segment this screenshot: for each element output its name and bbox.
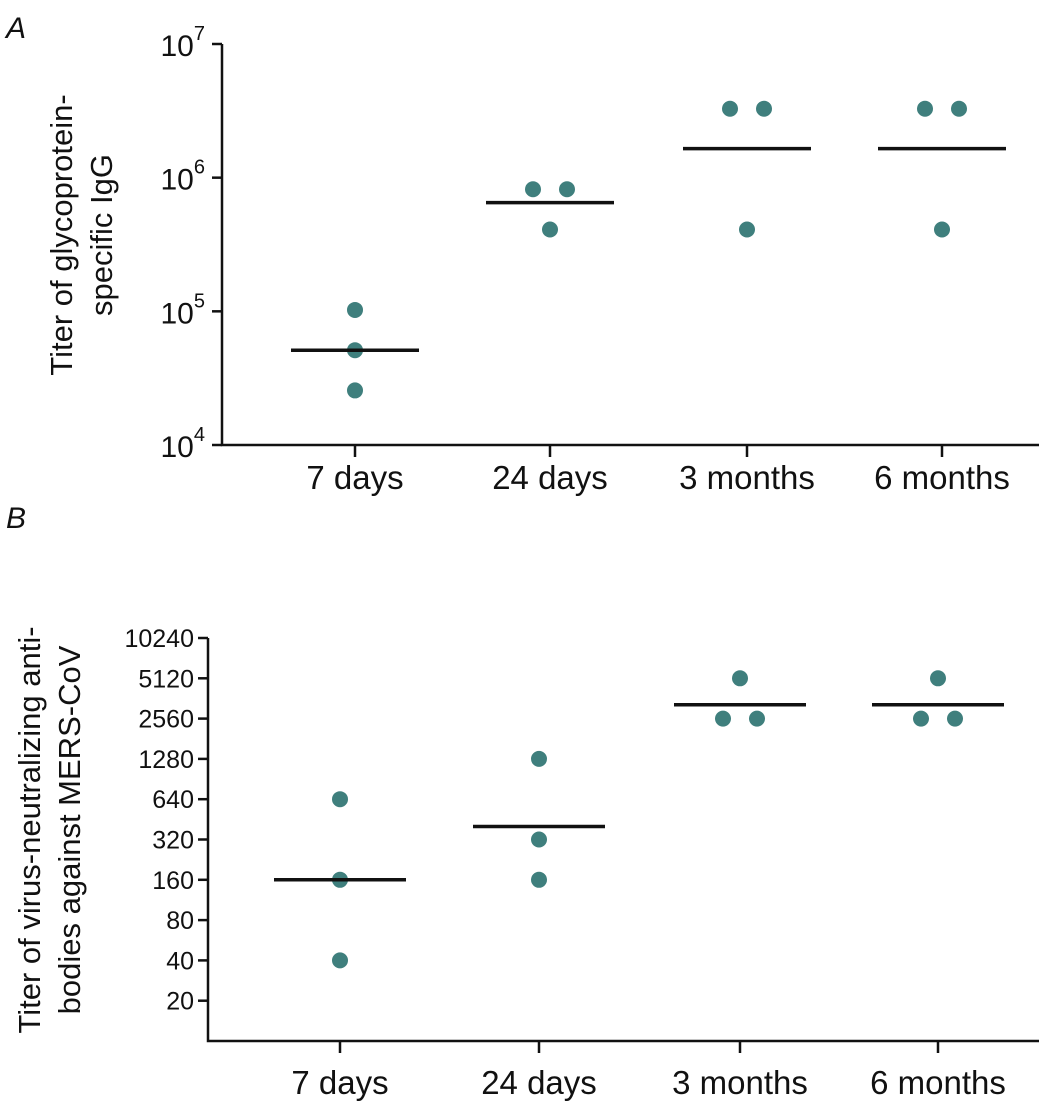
panel-a-x-ticks: 7 days 24 days 3 months 6 months: [306, 445, 1010, 496]
panel-a-point-3-months-1: [722, 100, 738, 117]
panel-a-y-ticks: 104 105 106 107: [161, 23, 222, 464]
panel-b-y-tick-label: 2560: [138, 706, 194, 734]
panel-b-point-24-days-3: [531, 871, 547, 888]
panel-b-y-tick-label: 160: [152, 867, 194, 895]
panel-a: A Titer of glycoprotein- specific IgG 10…: [4, 12, 1039, 496]
panel-a-y-tick-label: 106: [161, 157, 206, 197]
panel-b-y-tick-label: 5120: [138, 665, 194, 693]
panel-b-x-tick-label-3-months: 3 months: [672, 1064, 808, 1101]
panel-a-marks: [291, 100, 1006, 399]
panel-b-y-tick-label: 320: [152, 827, 194, 855]
panel-b-y-tick-label: 10240: [124, 625, 194, 653]
panel-b-point-24-days-2: [531, 831, 547, 848]
panel-b-y-tick-label: 20: [166, 988, 194, 1016]
panel-a-point-6-months-1: [917, 100, 933, 117]
panel-a-y-axis-label-line-1: Titer of glycoprotein-: [44, 94, 79, 375]
panel-a-y-tick-label: 107: [161, 23, 206, 63]
panel-b: B Titer of virus-neutralizing anti- bodi…: [6, 502, 1039, 1101]
panel-a-point-24-days-1: [525, 181, 541, 198]
panel-b-axes: [206, 638, 1039, 1043]
panel-a-point-3-months-3: [739, 221, 755, 238]
panel-a-point-3-months-2: [756, 100, 772, 117]
panel-b-y-ticks: 20 40 80 160 320 640 1280 2560 5120 10240: [124, 625, 208, 1016]
panel-b-x-tick-label-7-days: 7 days: [291, 1064, 388, 1101]
panel-b-y-tick-label: 640: [152, 786, 194, 814]
panel-b-y-axis-label-line-1: Titer of virus-neutralizing anti-: [12, 626, 47, 1033]
panel-a-point-6-months-2: [951, 100, 967, 117]
panel-a-y-axis-label: Titer of glycoprotein- specific IgG: [44, 94, 119, 375]
panel-b-point-6-months-1: [930, 670, 946, 687]
panel-b-x-tick-label-6-months: 6 months: [870, 1064, 1006, 1101]
panel-b-y-axis-label: Titer of virus-neutralizing anti- bodies…: [12, 626, 87, 1033]
panel-a-point-7-days-3: [347, 382, 363, 399]
panel-b-x-tick-label-24-days: 24 days: [481, 1064, 597, 1101]
panel-a-x-tick-label-3-months: 3 months: [679, 459, 815, 496]
panel-b-y-tick-label: 40: [166, 947, 194, 975]
panel-b-point-6-months-2: [913, 710, 929, 727]
panel-b-point-24-days-1: [531, 750, 547, 767]
panel-b-x-ticks: 7 days 24 days 3 months 6 months: [291, 1041, 1006, 1101]
panel-a-x-tick-label-7-days: 7 days: [306, 459, 403, 496]
panel-a-x-tick-label-6-months: 6 months: [874, 459, 1010, 496]
panel-b-point-3-months-3: [749, 710, 765, 727]
panel-b-y-tick-label: 1280: [138, 746, 194, 774]
panel-a-point-7-days-1: [347, 301, 363, 318]
panel-a-y-tick-label: 104: [161, 424, 206, 464]
panel-a-axes: [220, 44, 1039, 447]
panel-a-point-24-days-2: [559, 181, 575, 198]
panel-b-point-6-months-3: [947, 710, 963, 727]
panel-b-letter: B: [6, 502, 26, 535]
panel-b-point-3-months-2: [715, 710, 731, 727]
panel-a-y-axis-label-line-2: specific IgG: [84, 154, 119, 316]
panel-a-letter: A: [4, 12, 26, 45]
panel-a-point-24-days-3: [542, 221, 558, 238]
panel-a-x-tick-label-24-days: 24 days: [492, 459, 608, 496]
panel-b-point-7-days-1: [332, 791, 348, 808]
panel-a-point-6-months-3: [934, 221, 950, 238]
panel-b-point-7-days-3: [332, 952, 348, 969]
panel-b-point-3-months-1: [732, 670, 748, 687]
panel-b-y-axis-label-line-2: bodies against MERS-CoV: [52, 645, 87, 1014]
panel-a-y-tick-label: 105: [161, 290, 206, 330]
panel-b-marks: [274, 670, 1004, 969]
panel-b-y-tick-label: 80: [166, 907, 194, 935]
